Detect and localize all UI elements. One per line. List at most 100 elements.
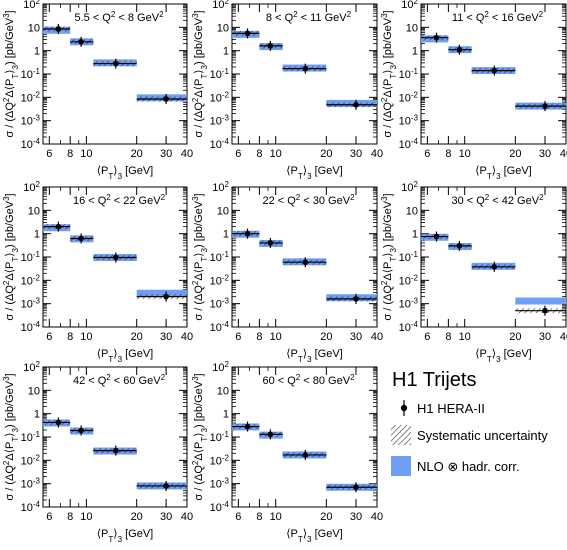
y-tick-label: 1	[34, 46, 40, 58]
x-tick-label: 10	[80, 331, 92, 343]
data-point	[456, 46, 463, 53]
y-tick-label: 10-1	[399, 250, 419, 265]
y-tick-label: 1	[223, 229, 229, 241]
data-point	[163, 96, 169, 102]
data-point	[55, 26, 62, 32]
data-point	[267, 43, 274, 49]
data-point	[433, 233, 440, 240]
y-tick-label: 10-4	[210, 137, 230, 152]
x-axis-title: ⟨PT⟩3 [GeV]	[97, 165, 153, 181]
plot-frame	[231, 3, 378, 145]
x-tick-label: 40	[181, 511, 193, 523]
y-tick-label: 10	[217, 385, 229, 397]
y-tick-label: 102	[23, 0, 40, 11]
y-tick-label: 10-2	[21, 90, 41, 105]
data-point	[491, 67, 498, 74]
y-tick-label: 1	[34, 409, 40, 421]
y-tick-label: 1	[223, 46, 229, 58]
data-point	[113, 60, 119, 67]
y-tick-label: 10-4	[399, 137, 419, 152]
data-point-dot-icon	[400, 404, 408, 412]
panel-title: 5.5 < Q2 < 8 GeV2	[74, 10, 164, 25]
x-tick-label: 8	[67, 148, 73, 160]
x-tick-label: 40	[181, 331, 193, 343]
data-point	[267, 431, 274, 438]
x-tick-label: 6	[424, 148, 430, 160]
x-tick-label: 30	[160, 148, 172, 160]
data-point	[353, 101, 359, 108]
data-point	[433, 34, 440, 41]
y-tick-label: 102	[212, 360, 229, 375]
x-tick-label: 6	[235, 331, 241, 343]
x-tick-label: 10	[270, 331, 282, 343]
panel-title: 22 < Q2 < 30 GeV2	[262, 193, 355, 208]
data-point	[163, 483, 169, 489]
x-tick-label: 30	[350, 511, 362, 523]
y-axis-title: σ / (ΔQ2Δ⟨PT⟩3) [pb/GeV3]	[191, 10, 209, 137]
y-tick-label: 10	[28, 22, 40, 34]
y-tick-label: 102	[23, 360, 40, 375]
data-point	[78, 427, 84, 434]
y-tick-label: 10-2	[210, 273, 230, 288]
x-tick-label: 8	[445, 148, 451, 160]
y-tick-label: 10	[406, 22, 418, 34]
nlo-band	[515, 297, 566, 305]
x-axis-title: ⟨PT⟩3 [GeV]	[286, 348, 342, 364]
y-tick-label: 10	[217, 22, 229, 34]
x-tick-label: 30	[160, 331, 172, 343]
chart-panel-6: 10-4 10-3 10-2 10-1 1 10 102 6 8 10 20 30 40 30 < Q2 …	[380, 180, 567, 364]
chart-panel-1: 10-4 10-3 10-2 10-1 1 10 102 6 8 10 20 30 40 5.5 < Q2…	[2, 0, 194, 181]
data-point	[78, 235, 84, 242]
y-tick-label: 1	[223, 409, 229, 421]
y-tick-label: 10-1	[210, 250, 230, 265]
data-point	[302, 259, 309, 265]
data-point	[113, 254, 119, 261]
x-axis-title: ⟨PT⟩3 [GeV]	[286, 165, 342, 181]
y-tick-label: 10-2	[399, 90, 419, 105]
panel-title: 11 < Q2 < 16 GeV2	[452, 10, 544, 25]
x-tick-label: 10	[80, 148, 92, 160]
x-tick-label: 30	[350, 331, 362, 343]
x-axis-title: ⟨PT⟩3 [GeV]	[97, 528, 153, 544]
x-tick-label: 10	[270, 148, 282, 160]
x-tick-label: 30	[539, 148, 551, 160]
data-point	[456, 243, 463, 249]
y-tick-label: 10-2	[210, 90, 230, 105]
y-axis-title: σ / (ΔQ2Δ⟨PT⟩3) [pb/GeV3]	[191, 193, 209, 320]
x-tick-label: 8	[256, 511, 262, 523]
y-tick-label: 10-1	[21, 250, 41, 265]
legend: H1 Trijets H1 HERA-II Systematic uncerta…	[391, 369, 548, 476]
y-tick-label: 10-1	[21, 430, 41, 445]
y-axis-title: σ / (ΔQ2Δ⟨PT⟩3) [pb/GeV3]	[191, 373, 209, 500]
y-tick-label: 10-3	[210, 476, 230, 491]
hatched-box-icon	[391, 425, 411, 445]
legend-entry-systematic: Systematic uncertainty	[391, 425, 548, 445]
y-tick-label: 1	[412, 229, 418, 241]
data-point	[244, 30, 251, 37]
nlo-band	[136, 289, 187, 297]
x-tick-label: 20	[131, 148, 143, 160]
x-tick-label: 40	[371, 148, 383, 160]
x-tick-label: 20	[131, 511, 143, 523]
y-tick-label: 10-3	[210, 113, 230, 128]
x-tick-label: 40	[181, 148, 193, 160]
y-tick-label: 10-2	[210, 453, 230, 468]
y-tick-label: 10-1	[210, 430, 230, 445]
y-axis-title: σ / (ΔQ2Δ⟨PT⟩3) [pb/GeV3]	[2, 373, 20, 500]
legend-entry-data: H1 HERA-II	[400, 400, 485, 416]
y-tick-label: 10-1	[210, 67, 230, 82]
y-tick-label: 10	[217, 205, 229, 217]
x-tick-label: 10	[459, 148, 471, 160]
x-tick-label: 6	[46, 148, 52, 160]
x-tick-label: 10	[80, 511, 92, 523]
x-tick-label: 40	[371, 331, 383, 343]
x-tick-label: 8	[67, 331, 73, 343]
x-tick-label: 6	[235, 511, 241, 523]
y-tick-label: 10-2	[21, 273, 41, 288]
x-tick-label: 30	[539, 331, 551, 343]
x-tick-label: 8	[67, 511, 73, 523]
y-tick-label: 102	[212, 0, 229, 11]
x-tick-label: 8	[256, 331, 262, 343]
y-tick-label: 10-3	[21, 296, 41, 311]
